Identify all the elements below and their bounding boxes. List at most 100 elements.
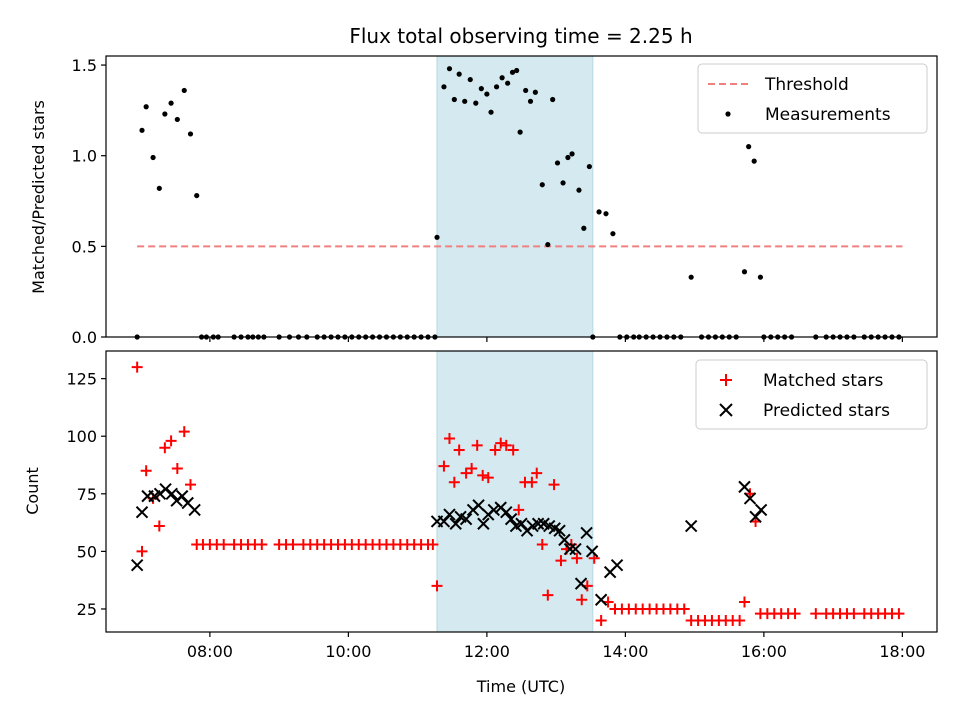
matched-star-point <box>893 608 905 620</box>
measurement-point <box>545 241 551 248</box>
measurement-point <box>746 144 752 150</box>
matched-star-point <box>536 538 548 550</box>
predicted-star-point <box>165 487 178 501</box>
matched-star-point <box>460 467 472 479</box>
measurement-point <box>478 86 484 92</box>
measurement-point <box>168 100 174 106</box>
measurement-point <box>156 185 162 191</box>
measurement-point <box>181 87 187 94</box>
predicted-star-point <box>585 545 599 558</box>
matched-star-point <box>256 538 268 550</box>
top-y-tick-label: 0.0 <box>72 328 97 347</box>
measurement-point <box>174 116 180 123</box>
matched-star-point <box>531 467 543 479</box>
measurement-point <box>688 274 694 280</box>
predicted-star-point <box>531 517 545 530</box>
measurement-point <box>150 154 156 161</box>
bottom-shaded-region <box>436 350 594 633</box>
measurement-point <box>586 163 592 170</box>
measurement-point <box>139 127 145 133</box>
measurement-point <box>751 158 757 164</box>
bottom-axes-frame <box>105 350 938 633</box>
predicted-star-point <box>558 533 571 547</box>
matched-star-point <box>789 608 801 620</box>
matched-star-point <box>513 504 525 516</box>
measurement-point <box>610 231 616 237</box>
top-y-tick-label: 1.5 <box>72 56 97 75</box>
predicted-star-point <box>754 503 768 517</box>
matched-star-point <box>571 552 583 564</box>
measurement-point <box>757 274 764 280</box>
matched-star-point <box>810 608 822 620</box>
measurement-point <box>441 84 447 90</box>
measurement-point <box>596 209 602 215</box>
matched-star-point <box>287 538 299 550</box>
matched-star-point <box>734 614 746 626</box>
measurement-point <box>560 180 566 186</box>
matched-star-point <box>438 460 450 472</box>
measurement-point <box>446 66 453 72</box>
matched-star-point <box>495 437 507 449</box>
top-panel: 0.0 0.5 1.0 1.5 <box>72 55 938 347</box>
measurement-point <box>550 96 556 103</box>
predicted-star-point <box>188 503 201 517</box>
matched-star-point <box>131 361 143 373</box>
predicted-star-point <box>574 577 588 590</box>
matched-star-point <box>427 538 439 550</box>
matched-star-point <box>507 444 519 456</box>
matched-star-point <box>542 589 554 601</box>
bottom-y-axis-title: Count <box>23 467 42 515</box>
measurement-point <box>569 151 575 157</box>
matched-star-point <box>595 614 607 626</box>
matched-star-point <box>738 596 750 608</box>
predicted-star-point <box>159 482 172 496</box>
chart-title: Flux total observing time = 2.25 h <box>349 24 692 48</box>
measurement-point <box>488 109 494 115</box>
predicted-star-point <box>443 508 456 521</box>
predicted-star-point <box>594 593 608 606</box>
matched-star-point <box>171 462 183 474</box>
bottom-x-tick-label: 10:00 <box>325 642 371 661</box>
measurement-point <box>162 111 168 117</box>
bottom-x-tick-label: 18:00 <box>879 642 925 661</box>
predicted-star-point <box>504 512 518 526</box>
matched-star-point <box>140 465 152 477</box>
measurement-point <box>484 91 490 97</box>
measurement-point <box>517 129 523 135</box>
matched-star-point <box>448 476 460 488</box>
predicted-star-point <box>500 506 513 519</box>
measurement-point <box>505 80 511 86</box>
bottom-x-tick-label: 12:00 <box>464 642 510 661</box>
measurement-point <box>565 154 571 161</box>
measurement-point <box>532 89 538 95</box>
matched-star-point <box>526 476 538 488</box>
matched-star-point <box>482 472 494 484</box>
matched-star-point <box>153 520 165 532</box>
measurement-point <box>527 98 534 104</box>
bottom-legend: Matched stars Predicted stars <box>695 359 928 430</box>
matched-star-point <box>678 603 690 615</box>
predicted-star-point <box>487 503 501 517</box>
measurement-point <box>434 234 440 240</box>
top-y-tick-label: 1.0 <box>72 147 97 166</box>
measurement-point <box>509 69 516 75</box>
bottom-y-tick-label: 75 <box>77 485 97 504</box>
bottom-x-tick-label: 14:00 <box>602 642 648 661</box>
bottom-legend-box <box>695 359 928 430</box>
measurement-point <box>456 71 462 77</box>
predicted-star-point <box>563 542 577 556</box>
matched-star-point <box>165 435 177 447</box>
top-legend: Threshold Measurements <box>697 63 928 134</box>
predicted-star-point <box>449 517 462 530</box>
legend-measurements-label: Measurements <box>765 105 891 125</box>
top-y-axis-title: Matched/Predicted stars <box>29 100 48 294</box>
top-shaded-region <box>436 55 594 338</box>
predicted-star-point <box>130 558 144 572</box>
legend-matched-swatch <box>720 374 732 386</box>
matched-star-point <box>576 594 588 606</box>
predicted-star-point <box>459 512 473 526</box>
predicted-star-point <box>477 517 490 530</box>
measurement-point <box>187 131 194 137</box>
legend-predicted-swatch <box>719 403 733 417</box>
top-axes-frame <box>105 55 938 338</box>
